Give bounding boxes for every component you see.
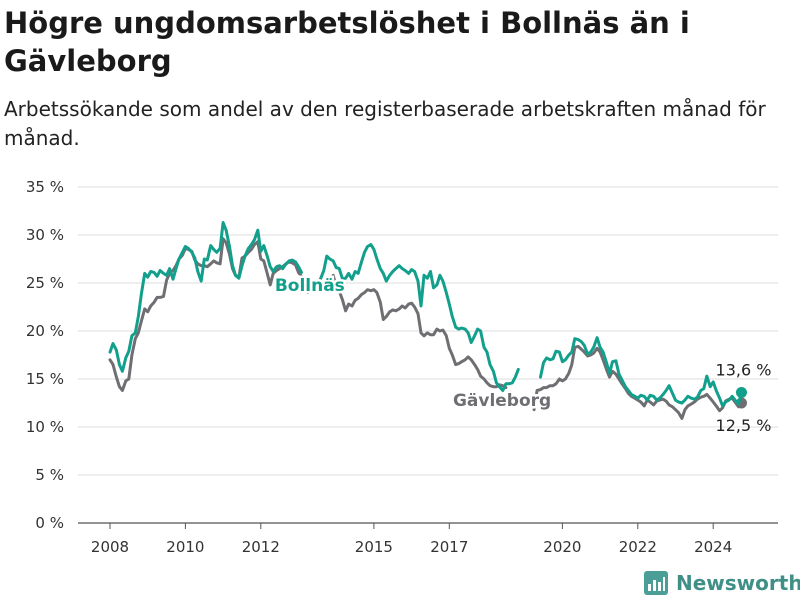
y-tick-label: 5 % bbox=[35, 466, 64, 484]
brand-name: Newsworthy bbox=[676, 571, 800, 595]
series-label-bollnas: Bollnäs bbox=[275, 276, 345, 296]
page-title: Högre ungdomsarbetslöshet i Bollnäs än i… bbox=[4, 6, 690, 78]
y-tick-label: 35 % bbox=[26, 178, 64, 196]
y-tick-label: 15 % bbox=[26, 370, 64, 388]
y-tick-label: 20 % bbox=[26, 322, 64, 340]
newsworthy-brand: Newsworthy bbox=[644, 568, 800, 598]
series-label-gavleborg: Gävleborg bbox=[453, 391, 551, 411]
series-line-gavleborg bbox=[331, 273, 508, 390]
series-line-bollnas bbox=[318, 243, 520, 392]
y-tick-label: 0 % bbox=[35, 514, 64, 532]
x-axis: 2008 2010 2012 2015 2017 2020 2022 2024 bbox=[91, 523, 732, 556]
end-point-bollnas bbox=[735, 386, 747, 398]
series-line-bollnas bbox=[108, 221, 303, 373]
x-tick-label: 2022 bbox=[619, 538, 657, 556]
end-label-bollnas: 13,6 % bbox=[716, 360, 772, 379]
series-lines bbox=[108, 221, 747, 420]
series-line-bollnas bbox=[539, 336, 743, 408]
x-tick-label: 2017 bbox=[430, 538, 468, 556]
end-label-gavleborg: 12,5 % bbox=[716, 416, 772, 435]
x-tick-label: 2012 bbox=[242, 538, 280, 556]
series-line-gavleborg bbox=[532, 344, 743, 420]
x-tick-label: 2010 bbox=[166, 538, 204, 556]
y-tick-label: 10 % bbox=[26, 418, 64, 436]
x-tick-label: 2015 bbox=[355, 538, 393, 556]
bar-chart-logo-icon bbox=[644, 571, 668, 595]
x-tick-label: 2020 bbox=[543, 538, 581, 556]
gridlines: 0 % 5 % 10 % 15 % 20 % 25 % 30 % 35 % bbox=[26, 178, 778, 532]
x-tick-label: 2008 bbox=[91, 538, 129, 556]
y-tick-label: 30 % bbox=[26, 226, 64, 244]
y-tick-label: 25 % bbox=[26, 274, 64, 292]
x-tick-label: 2024 bbox=[694, 538, 732, 556]
series-labels: 13,6 % 12,5 % Bollnäs Gävleborg bbox=[272, 273, 772, 435]
series-line-gavleborg bbox=[108, 237, 310, 392]
chart-subtitle: Arbetssökande som andel av den registerb… bbox=[4, 97, 766, 150]
